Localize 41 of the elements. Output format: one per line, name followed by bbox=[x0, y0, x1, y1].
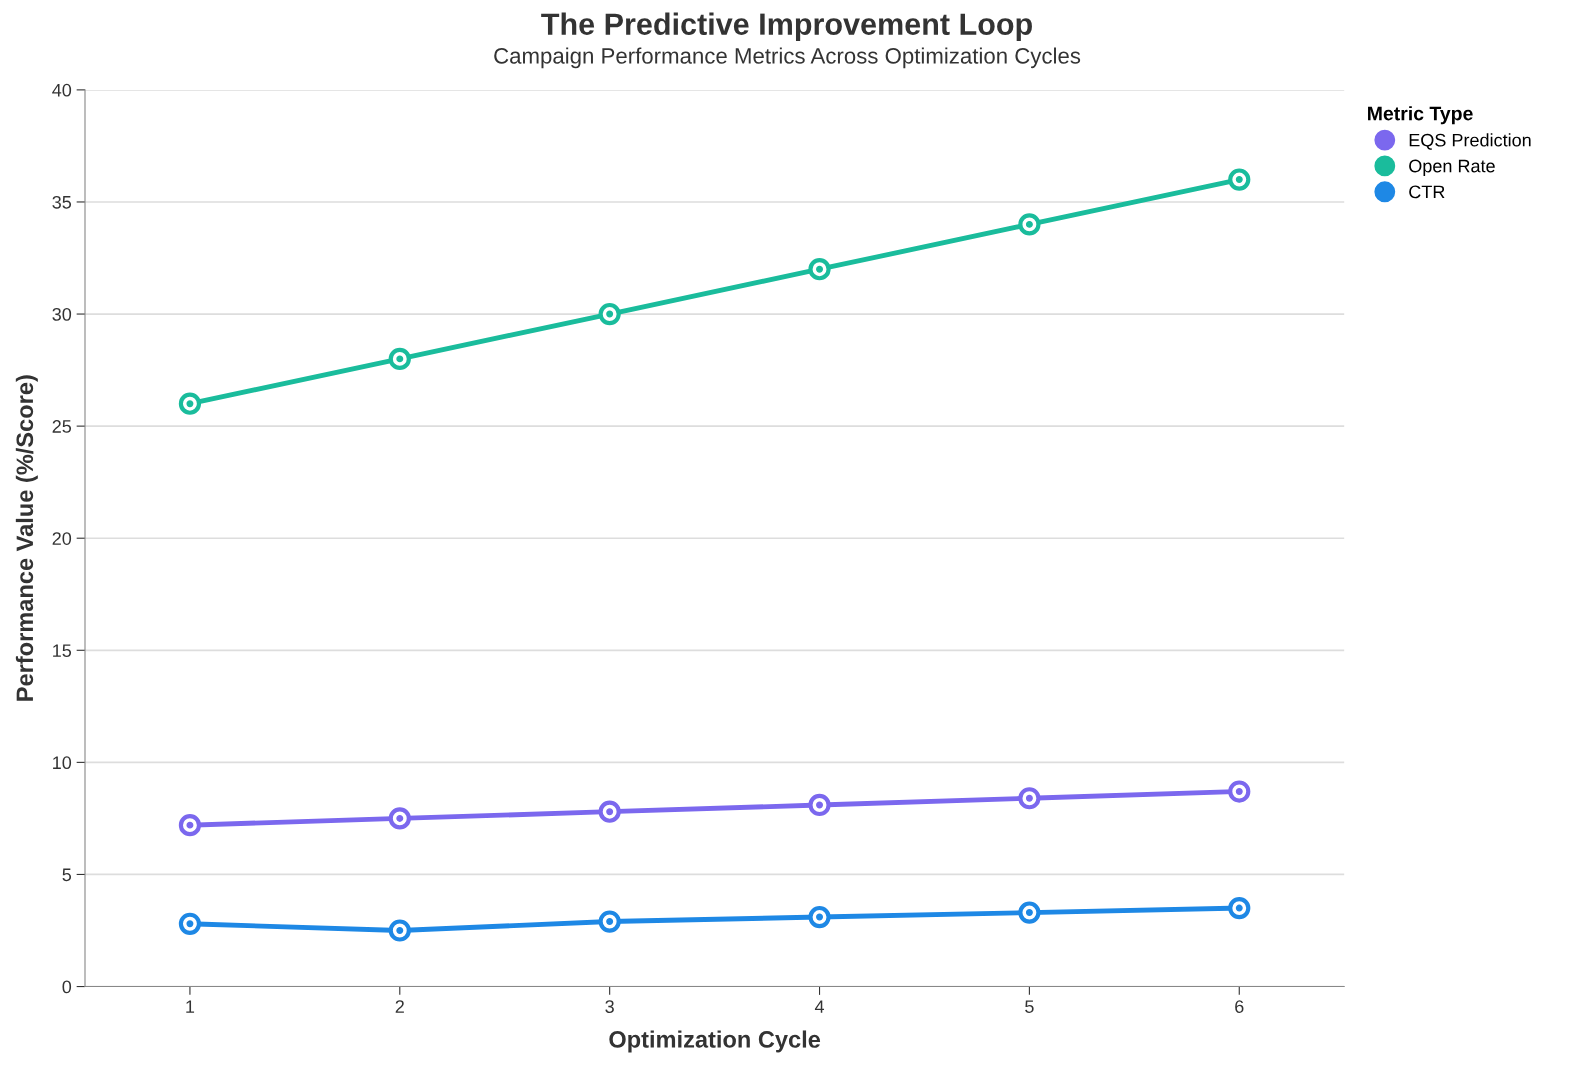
chart-subtitle: Campaign Performance Metrics Across Optimization Cycles bbox=[494, 47, 1081, 69]
y-tick-label: 40 bbox=[52, 83, 72, 97]
y-tick-label: 30 bbox=[52, 307, 72, 321]
x-tick-label: 3 bbox=[605, 1000, 614, 1013]
point bbox=[178, 392, 202, 415]
point bbox=[1228, 168, 1251, 191]
y-axis-title: Performance Value (%/Score) bbox=[15, 375, 38, 701]
x-tick-label: 2 bbox=[395, 1000, 404, 1013]
point bbox=[1228, 780, 1251, 803]
point bbox=[598, 302, 621, 326]
legend-title: Metric Type bbox=[1368, 106, 1473, 125]
y-tick-label: 35 bbox=[52, 195, 72, 209]
point bbox=[388, 919, 411, 942]
point bbox=[178, 912, 202, 935]
legend-label: EQS Prediction bbox=[1409, 133, 1531, 150]
point bbox=[808, 905, 831, 929]
y-tick-label: 25 bbox=[52, 420, 72, 433]
point bbox=[388, 347, 411, 370]
x-axis-title: Optimization Cycle bbox=[609, 1030, 821, 1053]
legend-label: Open Rate bbox=[1409, 159, 1495, 176]
x-tick-label: 5 bbox=[1025, 1000, 1034, 1013]
y-tick-label: 0 bbox=[62, 980, 72, 994]
point bbox=[808, 793, 831, 817]
y-tick-label: 5 bbox=[62, 868, 72, 882]
x-tick-label: 4 bbox=[814, 1000, 825, 1013]
point bbox=[598, 910, 621, 933]
point bbox=[1018, 901, 1041, 924]
point bbox=[1018, 213, 1041, 236]
point bbox=[178, 814, 202, 837]
point bbox=[598, 800, 621, 823]
y-tick-label: 15 bbox=[53, 644, 72, 658]
point bbox=[388, 807, 411, 830]
point bbox=[1228, 896, 1251, 920]
x-tick-label: 6 bbox=[1235, 1000, 1244, 1013]
y-tick-label: 20 bbox=[52, 532, 72, 545]
y-tick-label: 10 bbox=[53, 756, 72, 770]
legend-label: CTR bbox=[1409, 185, 1445, 199]
point bbox=[1018, 787, 1041, 810]
chart-title: The Predictive Improvement Loop bbox=[541, 12, 1032, 41]
point bbox=[808, 258, 831, 281]
x-tick-label: 1 bbox=[186, 1000, 195, 1013]
